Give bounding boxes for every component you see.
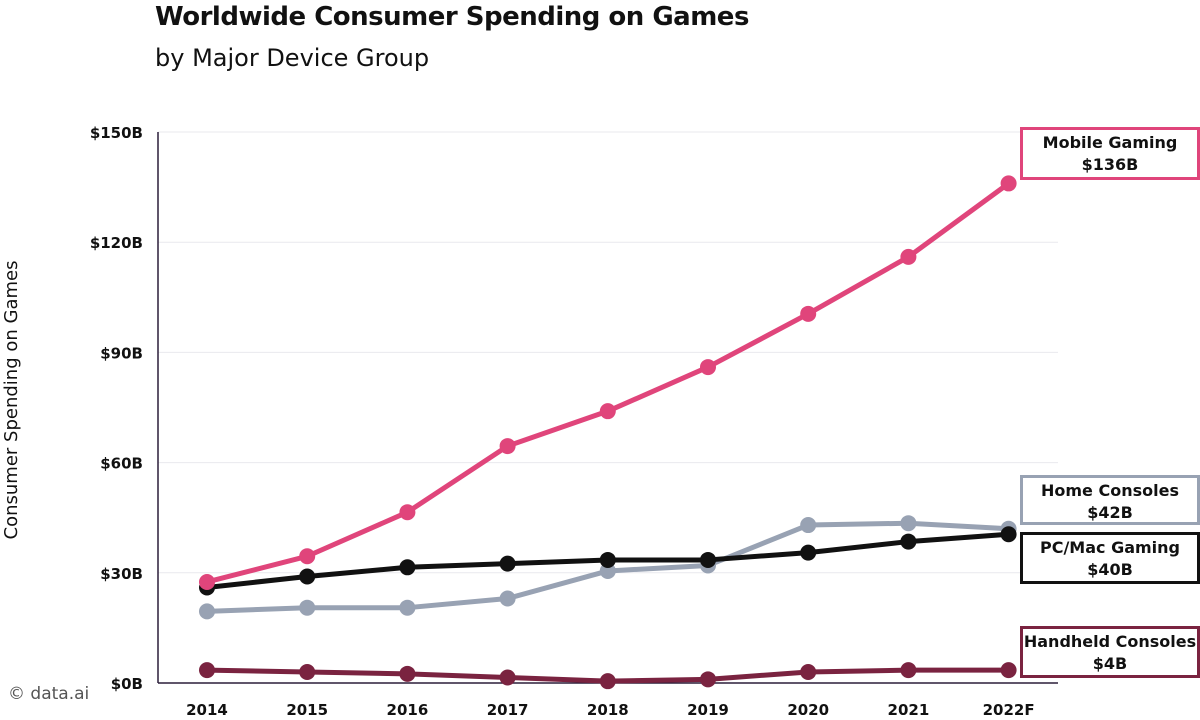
legend-mobile-gaming-name: Mobile Gaming <box>1042 133 1178 152</box>
data-point-handheld-consoles <box>700 671 716 688</box>
x-tick-label: 2014 <box>186 701 228 719</box>
y-tick-label: $120B <box>90 234 143 252</box>
y-axis-label: Consumer Spending on Games <box>1 261 22 540</box>
data-point-mobile-gaming <box>299 548 316 565</box>
data-point-pc-mac-gaming <box>900 533 917 550</box>
x-tick-label: 2022F <box>983 701 1035 719</box>
data-point-home-consoles <box>800 517 817 534</box>
data-point-pc-mac-gaming <box>399 559 416 576</box>
y-tick-label: $90B <box>100 344 143 362</box>
data-point-home-consoles <box>900 515 917 532</box>
data-point-handheld-consoles <box>399 665 416 682</box>
chart-subtitle: by Major Device Group <box>155 44 430 72</box>
data-point-home-consoles <box>399 599 416 616</box>
series-mobile-gaming <box>199 175 1017 590</box>
data-point-handheld-consoles <box>900 662 917 679</box>
data-point-pc-mac-gaming <box>599 551 616 568</box>
legend-home-consoles: Home Consoles $42B <box>1020 475 1200 525</box>
legend-home-consoles-value: $42B <box>1087 503 1133 522</box>
legend-handheld-consoles-name: Handheld Consoles <box>1023 632 1197 651</box>
data-point-pc-mac-gaming <box>700 551 716 568</box>
data-point-home-consoles <box>199 603 215 620</box>
legend-home-consoles-name: Home Consoles <box>1041 481 1179 500</box>
legend-mobile-gaming: Mobile Gaming $136B <box>1020 127 1200 180</box>
data-point-handheld-consoles <box>599 673 616 690</box>
watermark: © data.ai <box>8 684 90 704</box>
data-point-handheld-consoles <box>299 663 316 680</box>
legend-pc-mac-gaming: PC/Mac Gaming $40B <box>1020 532 1200 584</box>
series-home-consoles <box>199 515 1017 620</box>
legend-handheld-consoles: Handheld Consoles $4B <box>1020 626 1200 678</box>
chart-title: Worldwide Consumer Spending on Games <box>155 2 749 32</box>
data-point-handheld-consoles <box>199 662 215 679</box>
data-point-pc-mac-gaming <box>499 555 516 572</box>
x-tick-label: 2020 <box>787 701 829 719</box>
data-point-mobile-gaming <box>599 403 616 420</box>
x-tick-label: 2018 <box>587 701 629 719</box>
data-point-mobile-gaming <box>900 248 917 265</box>
y-tick-label: $0B <box>111 675 143 693</box>
x-tick-label: 2021 <box>888 701 930 719</box>
data-point-pc-mac-gaming <box>299 568 316 585</box>
data-point-handheld-consoles <box>1000 662 1017 679</box>
data-point-mobile-gaming <box>399 504 416 521</box>
x-tick-label: 2019 <box>687 701 729 719</box>
data-point-pc-mac-gaming <box>800 544 817 561</box>
series-pc-mac-gaming <box>199 526 1017 596</box>
data-point-home-consoles <box>299 599 316 616</box>
legend-mobile-gaming-value: $136B <box>1081 155 1139 174</box>
data-point-home-consoles <box>499 590 516 607</box>
data-point-mobile-gaming <box>1000 175 1017 192</box>
legend-handheld-consoles-value: $4B <box>1092 654 1128 673</box>
legend-pc-mac-gaming-value: $40B <box>1087 560 1133 579</box>
data-point-mobile-gaming <box>800 305 817 322</box>
data-point-mobile-gaming <box>199 573 215 590</box>
data-point-pc-mac-gaming <box>1000 526 1017 543</box>
data-point-mobile-gaming <box>499 438 516 455</box>
x-tick-label: 2016 <box>387 701 429 719</box>
x-tick-label: 2017 <box>487 701 529 719</box>
data-point-handheld-consoles <box>800 663 817 680</box>
legend-pc-mac-gaming-name: PC/Mac Gaming <box>1039 538 1180 557</box>
data-point-handheld-consoles <box>499 669 516 686</box>
data-point-mobile-gaming <box>700 359 716 376</box>
y-tick-label: $30B <box>100 565 143 583</box>
y-tick-label: $150B <box>90 124 143 142</box>
y-tick-label: $60B <box>100 455 143 473</box>
data-point-home-consoles <box>599 562 616 579</box>
series-handheld-consoles <box>199 662 1017 690</box>
x-tick-label: 2015 <box>286 701 328 719</box>
